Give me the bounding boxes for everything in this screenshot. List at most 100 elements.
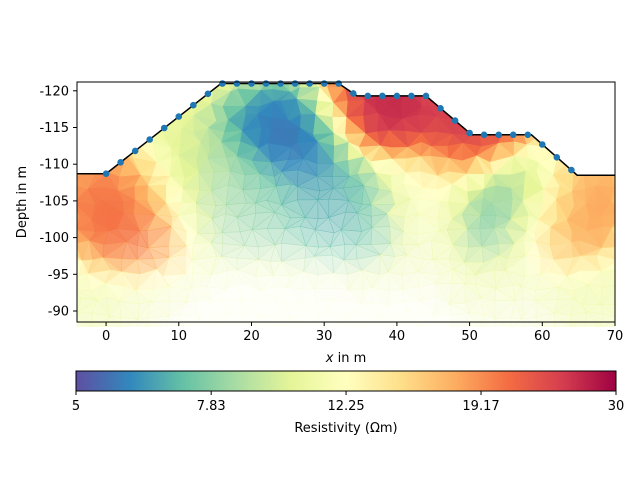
mesh-cell [151, 315, 169, 327]
mesh-cell [432, 258, 454, 275]
mesh-cell [405, 310, 422, 327]
mesh-cell [340, 228, 357, 246]
mesh-cell [585, 113, 605, 135]
mesh-cell [379, 303, 388, 317]
mesh-cell [402, 231, 418, 246]
mesh-cell [345, 315, 362, 327]
mesh-cell [417, 271, 436, 288]
mesh-cell [619, 244, 630, 260]
mesh-cell [418, 282, 436, 302]
mesh-cell [109, 315, 123, 327]
mesh-cell [118, 300, 140, 320]
mesh-cell [239, 282, 262, 301]
mesh-cell [77, 130, 98, 147]
mesh-cell [449, 311, 469, 327]
mesh-cell [574, 144, 589, 160]
mesh-cell [477, 100, 501, 114]
mesh-cell [386, 310, 408, 327]
mesh-cell [303, 255, 319, 276]
mesh-cell [598, 83, 615, 89]
mesh-cell [236, 259, 259, 277]
mesh-cell [585, 88, 604, 107]
mesh-cell [513, 284, 521, 301]
mesh-cell [527, 113, 543, 135]
mesh-cell [594, 148, 615, 162]
mesh-cell [77, 83, 93, 93]
mesh-cell [617, 131, 630, 148]
mesh-cell [226, 83, 242, 92]
mesh-cell [565, 88, 587, 105]
mesh-cell [565, 98, 590, 122]
mesh-cell [610, 187, 615, 202]
mesh-cell [379, 254, 396, 273]
mesh-cell [620, 273, 630, 287]
mesh-cell [210, 270, 229, 290]
mesh-cell [150, 300, 171, 317]
mesh-cell [494, 83, 511, 88]
mesh-cell [275, 297, 290, 318]
mesh-cell [91, 299, 111, 317]
mesh-cell [274, 286, 288, 304]
colorbar-tick-label: 19.17 [462, 399, 499, 414]
mesh-cell [603, 87, 615, 107]
mesh-cell [493, 83, 511, 89]
electrode-marker [160, 124, 168, 132]
mesh-cell [120, 128, 137, 144]
mesh-cell [280, 242, 307, 262]
mesh-cell [550, 113, 568, 134]
y-tick-label: -95 [48, 268, 69, 283]
mesh-cell [495, 284, 516, 301]
mesh-cell [166, 315, 183, 327]
mesh-cell [535, 300, 555, 318]
mesh-cell [523, 88, 541, 106]
mesh-cell [618, 285, 630, 304]
x-axis-label: x in m [325, 351, 366, 366]
mesh-cell [619, 75, 629, 89]
mesh-cell [401, 288, 422, 303]
mesh-cell [557, 141, 576, 158]
mesh-cell [110, 130, 125, 146]
mesh-cell [280, 260, 305, 276]
mesh-cell [379, 243, 396, 257]
mesh-cell [221, 216, 241, 233]
mesh-cell [79, 100, 94, 118]
mesh-cell [280, 228, 307, 247]
mesh-cell [371, 286, 391, 305]
mesh-cell [390, 310, 408, 327]
colorbar-tick-label: 5 [72, 399, 80, 414]
mesh-cell [120, 317, 139, 327]
mesh-cell [514, 285, 525, 301]
mesh-cell [120, 129, 137, 146]
mesh-cell [386, 288, 403, 306]
mesh-cell [118, 285, 137, 302]
mesh-cell [286, 286, 304, 303]
mesh-cell [314, 228, 331, 248]
electrode-marker [466, 129, 473, 137]
mesh-cell [343, 259, 363, 275]
mesh-cell [110, 105, 126, 117]
mesh-cell [120, 83, 141, 92]
mesh-cell [89, 101, 112, 120]
mesh-cell [239, 299, 262, 318]
mesh-cell [360, 83, 379, 93]
mesh-cell [211, 312, 230, 327]
mesh-cell [520, 273, 542, 287]
plot-area [76, 75, 630, 327]
mesh-cell [77, 144, 96, 158]
mesh-cell [406, 310, 422, 327]
mesh-cell [386, 288, 405, 305]
mesh-cell [185, 243, 194, 261]
mesh-cell [314, 217, 330, 231]
mesh-cell [420, 282, 437, 302]
mesh-cell [479, 288, 497, 301]
mesh-cell [524, 254, 542, 278]
electrode-marker [553, 154, 561, 161]
mesh-cell [135, 268, 157, 292]
mesh-cell [77, 116, 98, 132]
mesh-cell [95, 130, 112, 147]
mesh-cell [313, 246, 332, 257]
mesh-cell [432, 303, 452, 316]
mesh-cell [614, 317, 615, 327]
electrode-marker [422, 92, 430, 100]
